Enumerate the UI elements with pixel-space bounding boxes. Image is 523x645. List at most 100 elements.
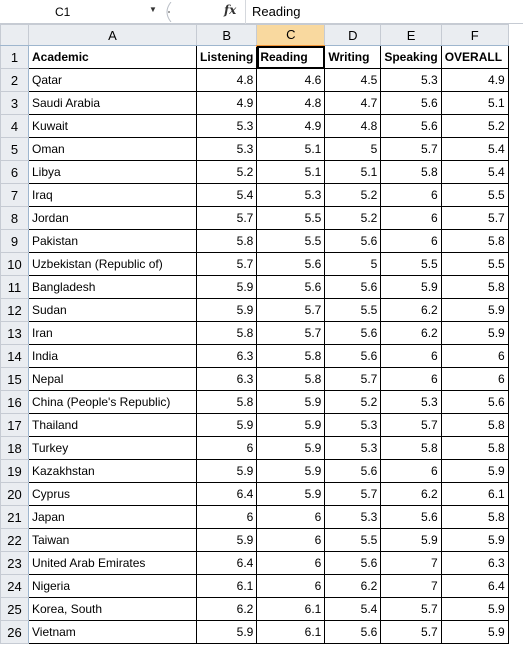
cell-reading[interactable]: 5.6 bbox=[256, 275, 326, 299]
cell-listening[interactable]: 5.3 bbox=[195, 114, 258, 138]
row-header[interactable]: 17 bbox=[0, 413, 29, 437]
cell-writing[interactable]: 6.2 bbox=[324, 574, 382, 598]
row-header[interactable]: 6 bbox=[0, 160, 29, 184]
cell-overall[interactable]: 5.9 bbox=[440, 321, 509, 345]
cell-reading[interactable]: 5.1 bbox=[256, 160, 326, 184]
cell-academic[interactable]: Qatar bbox=[28, 68, 197, 92]
cell-overall[interactable]: 6.4 bbox=[440, 574, 509, 598]
cell-reading[interactable]: 6 bbox=[256, 551, 326, 575]
cell-writing[interactable]: 5.6 bbox=[324, 229, 382, 253]
row-header[interactable]: 8 bbox=[0, 206, 29, 230]
cell-reading[interactable]: 6 bbox=[256, 574, 326, 598]
cell-academic[interactable]: Oman bbox=[28, 137, 197, 161]
cell-writing[interactable]: 5.7 bbox=[324, 367, 382, 391]
cell-speaking[interactable]: 6.2 bbox=[380, 298, 442, 322]
cell-academic[interactable]: Jordan bbox=[28, 206, 197, 230]
row-header[interactable]: 25 bbox=[0, 597, 29, 621]
cell-writing[interactable]: 5.4 bbox=[324, 597, 382, 621]
cell-writing[interactable]: 4.7 bbox=[324, 91, 382, 115]
cell-writing[interactable]: 5.6 bbox=[324, 321, 382, 345]
cell-academic[interactable]: Japan bbox=[28, 505, 197, 529]
cell-speaking[interactable]: 5.8 bbox=[380, 436, 442, 460]
cell-reading[interactable]: 5.9 bbox=[256, 459, 326, 483]
cell-listening[interactable]: 5.8 bbox=[195, 229, 258, 253]
cell-reading[interactable]: 6.1 bbox=[256, 620, 326, 644]
cell-writing[interactable]: 5.2 bbox=[324, 390, 382, 414]
cell-academic[interactable]: Iraq bbox=[28, 183, 197, 207]
cell-academic[interactable]: Nepal bbox=[28, 367, 197, 391]
cell-overall[interactable]: 5.8 bbox=[440, 505, 509, 529]
header-cell-listening[interactable]: Listening bbox=[195, 45, 258, 69]
cell-listening[interactable]: 5.2 bbox=[195, 160, 258, 184]
column-header-d[interactable]: D bbox=[324, 24, 382, 46]
cell-academic[interactable]: Saudi Arabia bbox=[28, 91, 197, 115]
cell-writing[interactable]: 5.3 bbox=[324, 413, 382, 437]
row-header[interactable]: 22 bbox=[0, 528, 29, 552]
cell-speaking[interactable]: 5.7 bbox=[380, 597, 442, 621]
row-header[interactable]: 4 bbox=[0, 114, 29, 138]
cell-academic[interactable]: Vietnam bbox=[28, 620, 197, 644]
cell-listening[interactable]: 6.4 bbox=[195, 551, 258, 575]
cell-academic[interactable]: Korea, South bbox=[28, 597, 197, 621]
cell-academic[interactable]: Iran bbox=[28, 321, 197, 345]
cell-speaking[interactable]: 6 bbox=[380, 459, 442, 483]
cell-speaking[interactable]: 5.3 bbox=[380, 390, 442, 414]
cell-academic[interactable]: Cyprus bbox=[28, 482, 197, 506]
row-header[interactable]: 10 bbox=[0, 252, 29, 276]
header-cell-overall[interactable]: OVERALL bbox=[440, 45, 509, 69]
row-header[interactable]: 3 bbox=[0, 91, 29, 115]
cell-reading[interactable]: 5.8 bbox=[256, 344, 326, 368]
formula-bar-resize-handle[interactable] bbox=[161, 2, 175, 22]
header-cell-writing[interactable]: Writing bbox=[324, 45, 382, 69]
select-all-corner[interactable] bbox=[0, 24, 29, 46]
row-header[interactable]: 13 bbox=[0, 321, 29, 345]
cell-writing[interactable]: 5 bbox=[324, 252, 382, 276]
row-header[interactable]: 23 bbox=[0, 551, 29, 575]
cell-reading[interactable]: 5.6 bbox=[256, 252, 326, 276]
cell-reading[interactable]: 4.8 bbox=[256, 91, 326, 115]
cell-overall[interactable]: 5.9 bbox=[440, 597, 509, 621]
cell-academic[interactable]: Taiwan bbox=[28, 528, 197, 552]
column-header-f[interactable]: F bbox=[440, 24, 509, 46]
row-header[interactable]: 15 bbox=[0, 367, 29, 391]
cell-overall[interactable]: 5.9 bbox=[440, 620, 509, 644]
cell-speaking[interactable]: 5.9 bbox=[380, 528, 442, 552]
cell-listening[interactable]: 6.4 bbox=[195, 482, 258, 506]
cell-overall[interactable]: 5.8 bbox=[440, 413, 509, 437]
cell-academic[interactable]: Libya bbox=[28, 160, 197, 184]
cell-overall[interactable]: 5.5 bbox=[440, 183, 509, 207]
column-header-b[interactable]: B bbox=[195, 24, 258, 46]
cell-writing[interactable]: 5.6 bbox=[324, 620, 382, 644]
row-header[interactable]: 5 bbox=[0, 137, 29, 161]
cell-listening[interactable]: 6.1 bbox=[195, 574, 258, 598]
row-header[interactable]: 19 bbox=[0, 459, 29, 483]
chevron-down-icon[interactable]: ▼ bbox=[149, 5, 157, 14]
cell-reading[interactable]: 5.9 bbox=[256, 413, 326, 437]
insert-function-icon[interactable]: fx bbox=[224, 3, 237, 17]
cell-reading[interactable]: 6 bbox=[256, 528, 326, 552]
cell-reading[interactable]: 6.1 bbox=[256, 597, 326, 621]
cell-reading[interactable]: 6 bbox=[256, 505, 326, 529]
cell-overall[interactable]: 6 bbox=[440, 367, 509, 391]
cell-academic[interactable]: Thailand bbox=[28, 413, 197, 437]
cell-reading[interactable]: 5.8 bbox=[256, 367, 326, 391]
cell-listening[interactable]: 5.4 bbox=[195, 183, 258, 207]
name-box[interactable]: C1 ▼ bbox=[2, 2, 157, 21]
cell-writing[interactable]: 5.3 bbox=[324, 505, 382, 529]
cell-writing[interactable]: 4.5 bbox=[324, 68, 382, 92]
formula-input[interactable]: Reading bbox=[252, 4, 301, 19]
cell-writing[interactable]: 5.6 bbox=[324, 344, 382, 368]
cell-speaking[interactable]: 5.6 bbox=[380, 114, 442, 138]
row-header[interactable]: 12 bbox=[0, 298, 29, 322]
cell-overall[interactable]: 6.1 bbox=[440, 482, 509, 506]
cell-overall[interactable]: 5.8 bbox=[440, 229, 509, 253]
cell-speaking[interactable]: 6.2 bbox=[380, 321, 442, 345]
cell-reading[interactable]: 4.9 bbox=[256, 114, 326, 138]
cell-writing[interactable]: 5.2 bbox=[324, 206, 382, 230]
cell-overall[interactable]: 5.4 bbox=[440, 137, 509, 161]
cell-listening[interactable]: 5.3 bbox=[195, 137, 258, 161]
cell-listening[interactable]: 5.9 bbox=[195, 275, 258, 299]
cell-overall[interactable]: 5.8 bbox=[440, 436, 509, 460]
cell-overall[interactable]: 5.4 bbox=[440, 160, 509, 184]
row-header[interactable]: 24 bbox=[0, 574, 29, 598]
